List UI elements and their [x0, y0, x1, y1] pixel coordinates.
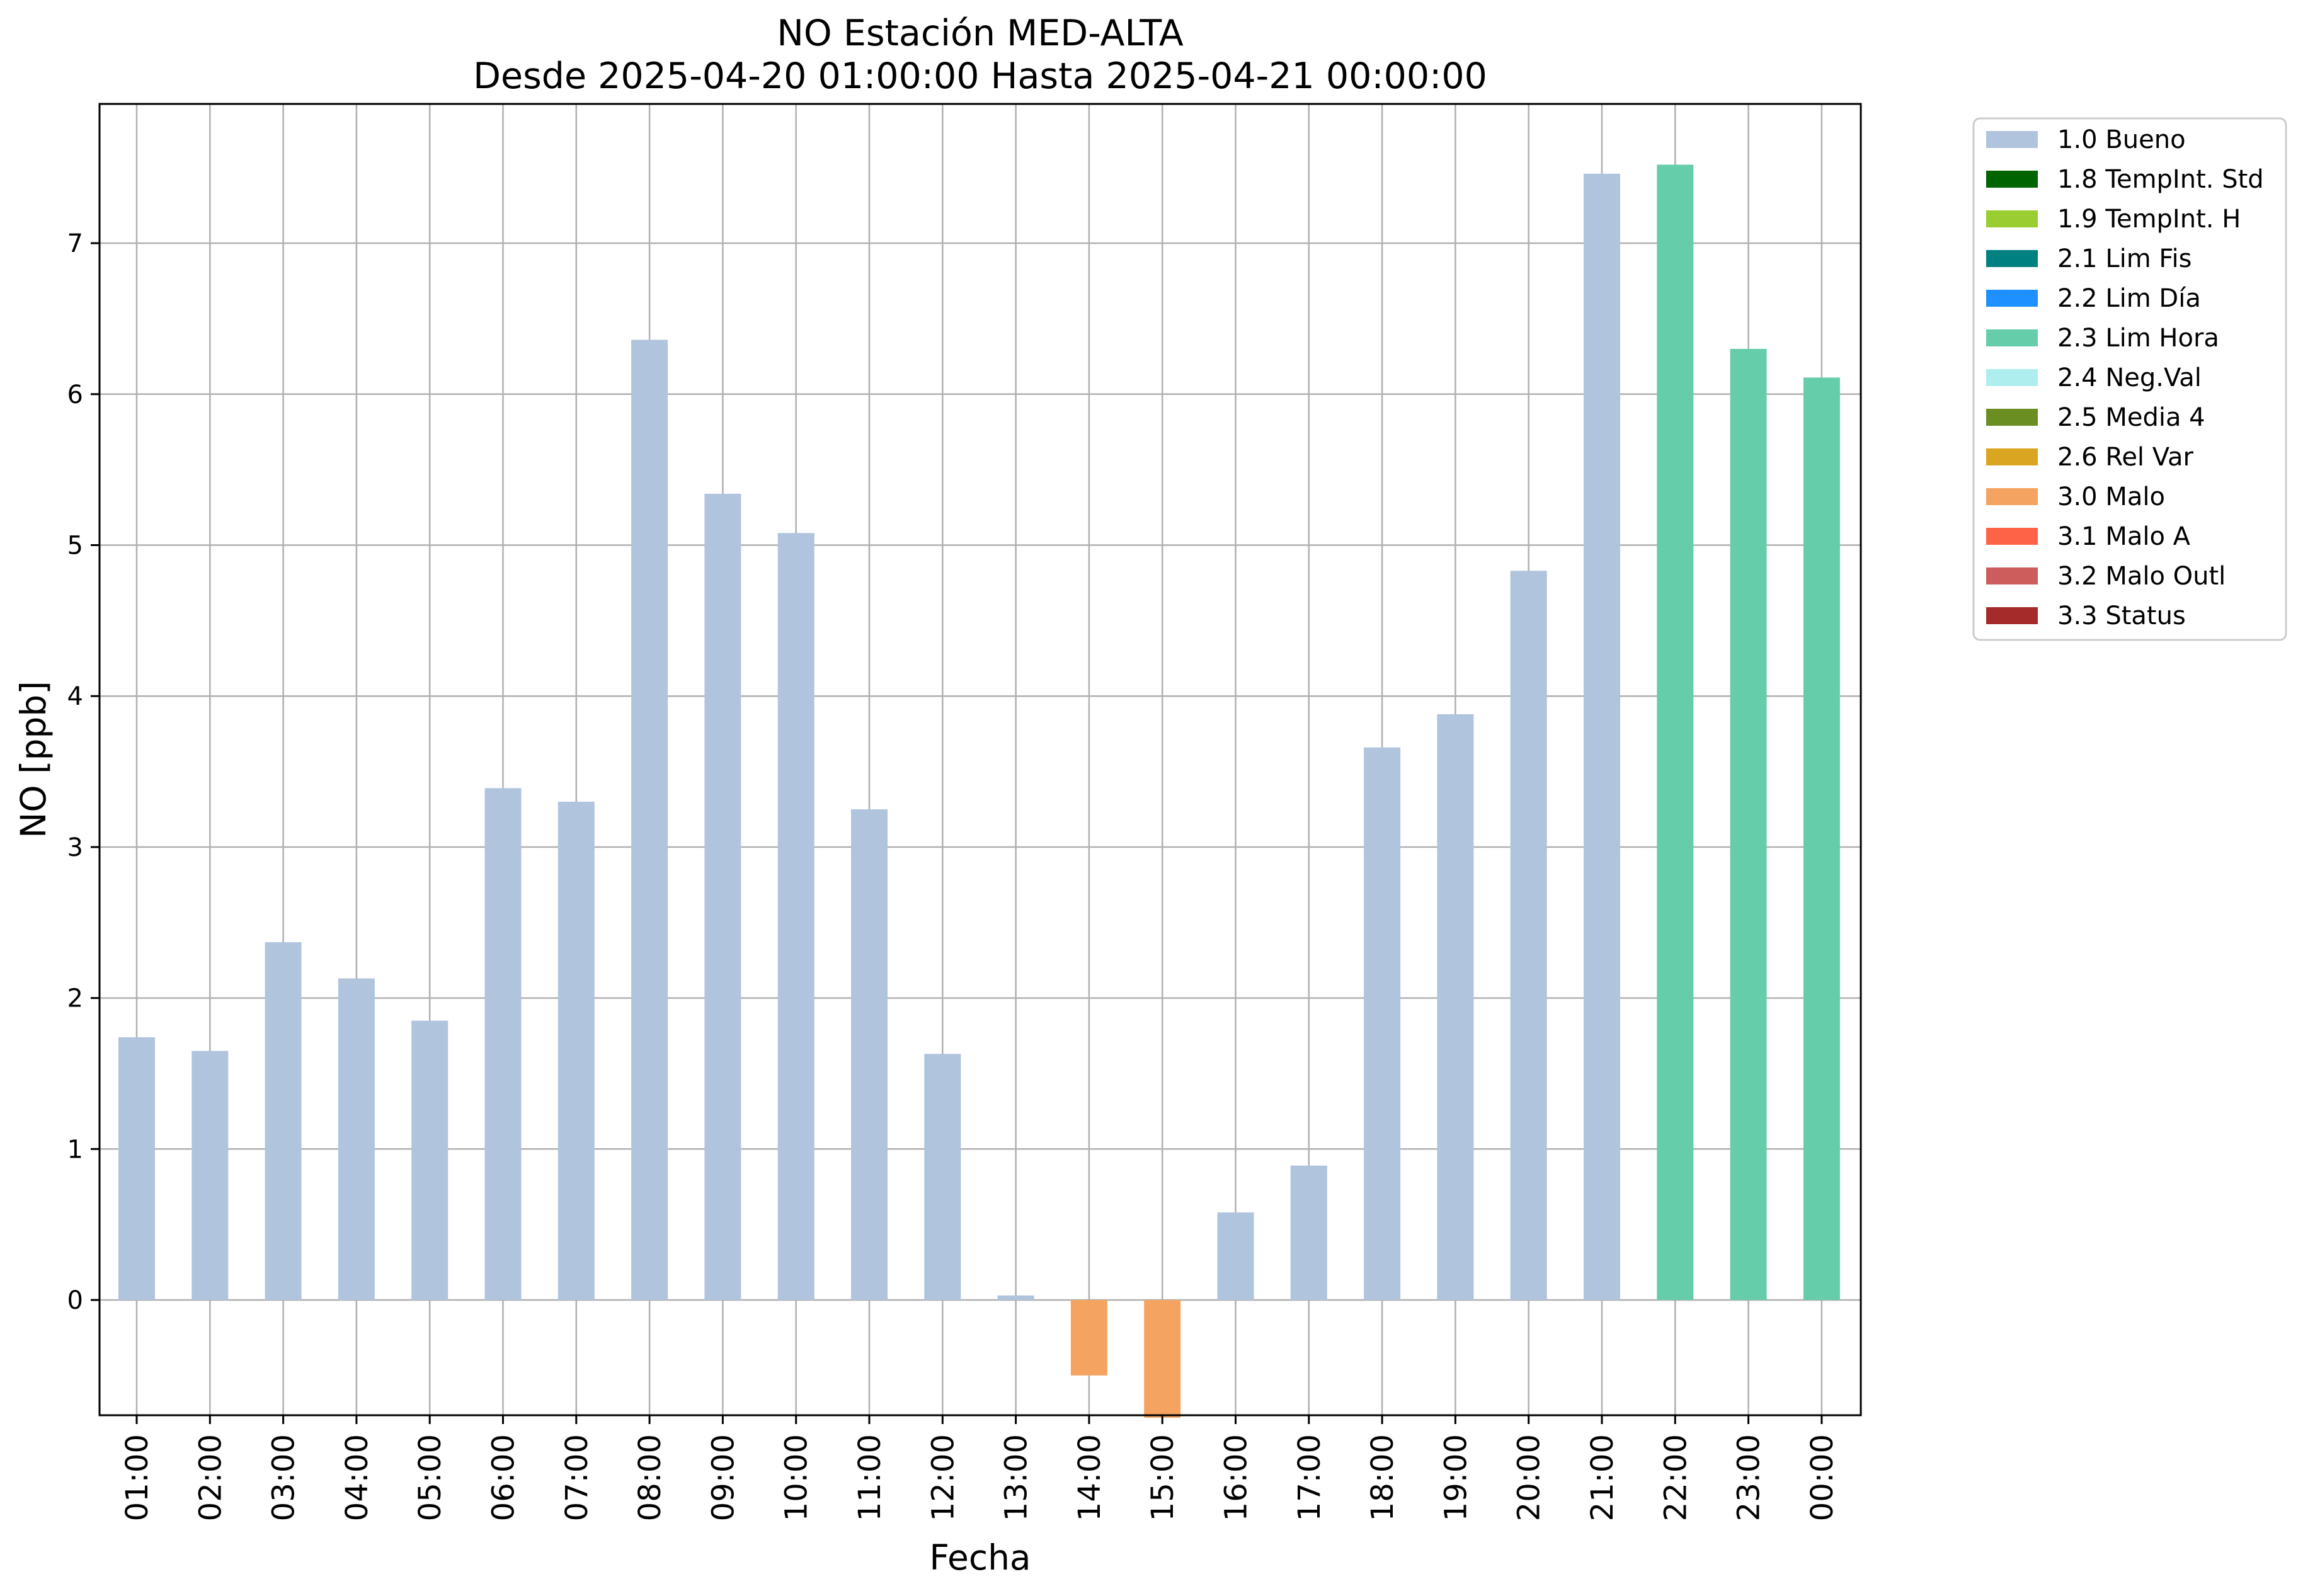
- x-tick-label: 06:00: [486, 1434, 522, 1521]
- legend-swatch: [1986, 369, 2038, 386]
- y-axis-label: NO [ppb]: [13, 681, 54, 838]
- legend-entry: 2.4 Neg.Val: [2057, 363, 2202, 392]
- x-tick-label: 10:00: [779, 1434, 814, 1521]
- bar-1900: [1437, 714, 1474, 1300]
- legend-swatch: [1986, 171, 2038, 188]
- bar-0800: [631, 339, 668, 1300]
- bar-1300: [997, 1295, 1034, 1300]
- legend-swatch: [1986, 488, 2038, 505]
- x-tick-label: 07:00: [559, 1434, 595, 1521]
- legend: 1.0 Bueno 1.8 TempInt. Std 1.9 TempInt. H 2…: [1972, 117, 2287, 641]
- bars: [118, 164, 1840, 1418]
- bar-0600: [484, 788, 522, 1300]
- bar-0000: [1803, 377, 1840, 1300]
- bar-1700: [1290, 1165, 1327, 1300]
- plot-frame: [98, 103, 1862, 1416]
- bar-0700: [557, 801, 595, 1300]
- legend-swatch: [1986, 210, 2038, 227]
- bar-1600: [1217, 1212, 1254, 1300]
- legend-entry: 2.2 Lim Día: [2057, 284, 2201, 313]
- x-tick-label: 23:00: [1732, 1434, 1767, 1521]
- x-tick-label: 03:00: [266, 1434, 302, 1521]
- bar-1500: [1144, 1300, 1181, 1418]
- x-tick-label: 09:00: [706, 1434, 741, 1521]
- bar-0500: [411, 1020, 449, 1300]
- x-tick-label: 02:00: [193, 1434, 228, 1521]
- bar-1400: [1070, 1300, 1107, 1376]
- y-tick-label: 2: [67, 984, 83, 1013]
- bar-2300: [1730, 348, 1767, 1300]
- y-tick-label: 6: [67, 380, 83, 409]
- y-tick-label: 0: [67, 1286, 83, 1315]
- legend-entry: 2.6 Rel Var: [2057, 443, 2194, 472]
- x-tick-label: 13:00: [999, 1434, 1034, 1521]
- legend-entry: 1.0 Bueno: [2057, 125, 2186, 154]
- x-axis-label: Fecha: [929, 1537, 1031, 1578]
- x-tick-label: 12:00: [925, 1434, 961, 1521]
- legend-swatch: [1986, 607, 2038, 624]
- bar-0200: [191, 1051, 229, 1300]
- legend-swatch: [1986, 528, 2038, 545]
- x-tick-label: 16:00: [1219, 1434, 1254, 1521]
- y-tick-label: 7: [67, 229, 83, 258]
- legend-entry: 3.0 Malo: [2057, 482, 2165, 511]
- x-tick-label: 20:00: [1512, 1434, 1547, 1521]
- legend-entry: 3.2 Malo Outl: [2057, 562, 2226, 591]
- x-tick-label: 22:00: [1658, 1434, 1693, 1521]
- legend-box: [1972, 117, 2287, 641]
- x-tick-label: 00:00: [1805, 1434, 1840, 1521]
- bar-0400: [338, 978, 375, 1300]
- x-tick-label: 19:00: [1438, 1434, 1473, 1521]
- x-tick-label: 15:00: [1145, 1434, 1180, 1521]
- legend-entry: 2.1 Lim Fis: [2057, 244, 2192, 273]
- x-tick-label: 04:00: [340, 1434, 375, 1521]
- legend-swatch: [1986, 409, 2038, 426]
- x-tick-label: 01:00: [120, 1434, 155, 1521]
- legend-entry: 2.5 Media 4: [2057, 403, 2205, 432]
- x-tick-label: 18:00: [1365, 1434, 1400, 1521]
- chart-title: NO Estación MED-ALTA: [777, 13, 1184, 54]
- bar-1000: [777, 533, 814, 1300]
- bar-2000: [1510, 571, 1547, 1300]
- bar-0900: [704, 494, 741, 1301]
- bar-1200: [924, 1054, 961, 1300]
- x-tick-label: 17:00: [1292, 1434, 1327, 1521]
- bar-1800: [1364, 747, 1401, 1300]
- legend-entry: 3.3 Status: [2057, 601, 2186, 630]
- legend-swatch: [1986, 448, 2038, 465]
- legend-entry: 1.9 TempInt. H: [2057, 205, 2241, 234]
- legend-swatch: [1986, 329, 2038, 346]
- chart-subtitle: Desde 2025-04-20 01:00:00 Hasta 2025-04-…: [473, 55, 1487, 97]
- x-tick-label: 21:00: [1585, 1434, 1620, 1521]
- bar-2100: [1584, 173, 1620, 1300]
- y-tick-label: 5: [67, 532, 83, 561]
- x-tick-label: 14:00: [1072, 1434, 1107, 1521]
- legend-entry: 2.3 Lim Hora: [2057, 324, 2219, 353]
- legend-entry: 1.8 TempInt. Std: [2057, 165, 2264, 194]
- bar-2200: [1657, 164, 1694, 1300]
- legend-swatch: [1986, 250, 2038, 267]
- y-axis-ticks: 0 1 2 3 4 5 6 7: [67, 229, 100, 1315]
- x-axis-ticks: 01:00 02:00 03:00 04:00 05:00 06:00 07:00 08:00…: [120, 1415, 1840, 1521]
- legend-swatch: [1986, 567, 2038, 584]
- legend-swatch: [1986, 131, 2038, 148]
- legend-swatch: [1986, 290, 2038, 307]
- y-tick-label: 1: [67, 1135, 83, 1164]
- x-tick-label: 08:00: [632, 1434, 668, 1521]
- x-tick-label: 05:00: [413, 1434, 448, 1521]
- bar-0100: [118, 1037, 155, 1300]
- legend-entry: 3.1 Malo A: [2057, 522, 2191, 551]
- bar-1100: [851, 809, 888, 1300]
- y-tick-label: 3: [67, 833, 83, 862]
- bar-0300: [265, 942, 302, 1300]
- y-tick-label: 4: [67, 682, 83, 711]
- x-tick-label: 11:00: [852, 1434, 888, 1521]
